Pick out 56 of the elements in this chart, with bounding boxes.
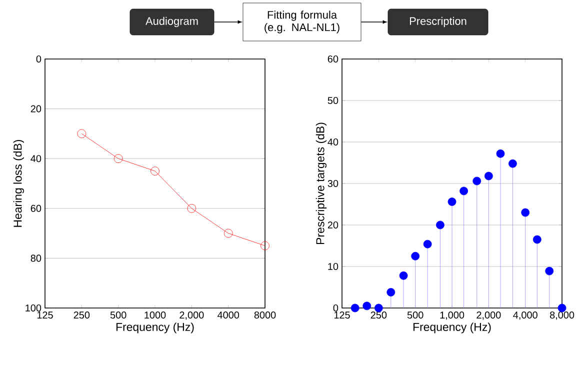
point — [224, 228, 233, 238]
x-tick-label: 1,000 — [440, 312, 464, 320]
y-axis-title: Hearing loss (dB) — [13, 140, 24, 227]
point — [350, 304, 360, 312]
point — [532, 235, 542, 244]
point — [508, 159, 517, 168]
y-tick-label: 30 — [328, 180, 338, 188]
text: Fitting formula (e.g. NAL-NL1) — [264, 10, 340, 34]
point — [521, 208, 530, 217]
x-tick-label: 500 — [110, 312, 126, 319]
x-tick-label: 2,000 — [476, 312, 501, 320]
y-tick-label: 20 — [30, 105, 42, 112]
point — [460, 186, 468, 196]
x-tick-label: 1000 — [144, 312, 166, 319]
point — [436, 220, 444, 230]
x-tick-label: 2,000 — [180, 312, 204, 320]
x-tick-label: 4,000 — [513, 312, 538, 320]
point — [187, 204, 196, 213]
y-tick-label: 20 — [328, 221, 338, 229]
x-tick-label: 125 — [334, 312, 350, 319]
y-tick-label: 100 — [26, 304, 42, 312]
point — [386, 288, 396, 296]
point — [545, 266, 554, 276]
y-tick-label: 60 — [30, 204, 42, 212]
point — [399, 271, 408, 280]
point — [260, 241, 270, 250]
x-tick-label: 4000 — [218, 312, 240, 319]
point — [362, 302, 372, 310]
y-tick-label: 0 — [333, 304, 338, 312]
text: Audiogram — [146, 16, 198, 28]
point — [423, 240, 432, 248]
x-tick-label: 250 — [74, 312, 90, 319]
y-tick-label: 60 — [328, 55, 338, 63]
x-tick-label: 125 — [37, 312, 53, 319]
point — [411, 252, 420, 260]
point — [496, 149, 505, 158]
point — [472, 176, 482, 186]
y-axis-title: Prescriptive targets (dB) — [316, 122, 327, 244]
y-tick-label: 80 — [30, 254, 42, 262]
x-tick-label: 8,000 — [550, 312, 574, 320]
y-tick-label: 40 — [328, 138, 338, 146]
y-tick-label: 10 — [328, 262, 338, 270]
point — [448, 198, 456, 206]
point — [114, 154, 123, 163]
text: Prescription — [410, 16, 466, 28]
x-axis-title: Frequency (Hz) — [413, 322, 491, 334]
x-tick-label: 8000 — [254, 312, 276, 319]
y-tick-label: 50 — [328, 96, 338, 104]
y-tick-label: 0 — [36, 55, 42, 63]
point — [484, 172, 493, 180]
x-tick-label: 500 — [407, 312, 424, 319]
point — [77, 129, 86, 138]
x-tick-label: 250 — [370, 312, 387, 319]
point — [150, 166, 160, 176]
y-tick-label: 40 — [30, 155, 42, 162]
x-axis-title: Frequency (Hz) — [116, 322, 194, 334]
